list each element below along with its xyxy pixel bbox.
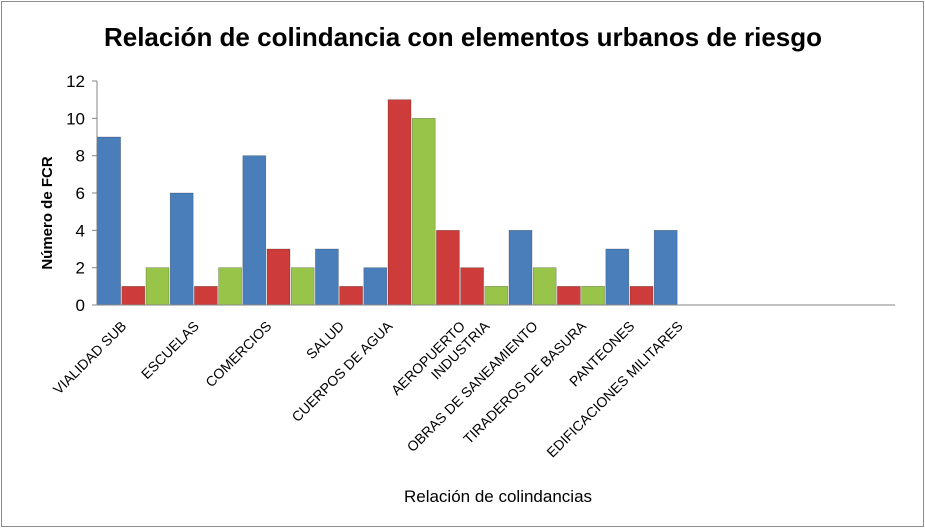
x-axis: VIALIDAD SUB ESCUELAS COMERCIOS SALUDCUERPO… (50, 317, 686, 460)
y-tick-label: 8 (76, 147, 85, 166)
bar (436, 230, 460, 306)
bar (290, 267, 315, 306)
bar (532, 267, 557, 306)
bar (121, 286, 146, 306)
bar (242, 155, 267, 306)
bar (653, 230, 678, 306)
bars (97, 99, 678, 306)
bar (339, 286, 363, 306)
bar (266, 248, 291, 306)
bar (484, 286, 509, 306)
bar (218, 267, 242, 306)
bar (460, 267, 484, 306)
bar (605, 248, 630, 306)
y-tick-label: 10 (66, 109, 85, 128)
bar (629, 286, 654, 306)
bar (97, 136, 121, 306)
bar (315, 248, 339, 306)
y-tick-label: 6 (76, 184, 85, 203)
bar (557, 286, 581, 306)
bar (145, 267, 170, 306)
bar (411, 118, 436, 306)
y-axis: 0 2 4 6 8 10 12 (66, 72, 97, 315)
x-tick-label: VIALIDAD SUB (50, 318, 130, 398)
bar (363, 267, 388, 306)
x-axis-label: Relación de colindancias (404, 487, 592, 506)
bar (508, 230, 533, 306)
y-tick-label: 4 (76, 221, 85, 240)
y-tick-label: 0 (76, 296, 85, 315)
x-tick-label: ESCUELAS (138, 318, 202, 382)
y-tick-label: 12 (66, 72, 85, 91)
y-tick-label: 2 (76, 259, 85, 278)
bar (581, 286, 605, 306)
x-tick-label: SALUD (303, 318, 347, 362)
bar (387, 99, 412, 306)
bar (169, 192, 194, 306)
bar (194, 286, 218, 306)
y-axis-label: Número de FCR (39, 156, 56, 270)
chart-title: Relación de colindancia con elementos ur… (104, 22, 822, 52)
x-tick-label: COMERCIOS (202, 318, 274, 390)
